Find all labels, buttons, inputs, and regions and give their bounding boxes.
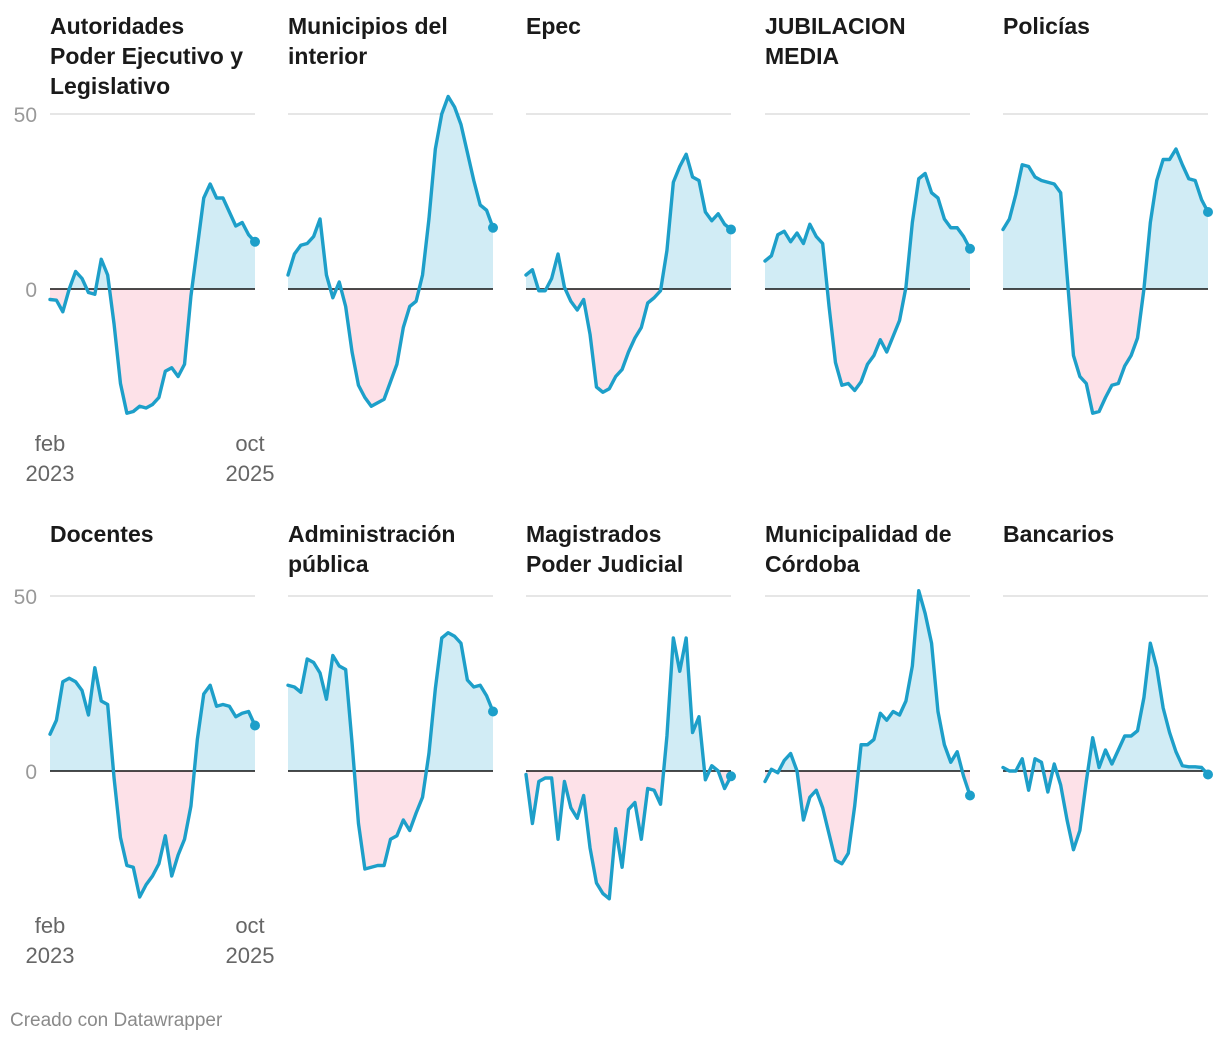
series-line (1001, 641, 1210, 852)
series-line (286, 631, 495, 871)
end-point (250, 720, 260, 731)
negative-area (1003, 289, 1208, 414)
x-tick-year: 2023 (26, 461, 75, 486)
negative-area (288, 289, 493, 407)
end-point (1203, 769, 1213, 780)
x-tick-month: oct (235, 431, 264, 456)
footer-credit: Creado con Datawrapper (10, 1010, 223, 1031)
end-point (488, 222, 498, 233)
y-tick-label: 50 (14, 104, 37, 127)
positive-area (288, 96, 493, 289)
negative-area (526, 771, 731, 899)
x-tick-year: 2025 (226, 943, 275, 968)
panel-title-line: Docentes (50, 521, 154, 547)
negative-area (526, 289, 731, 393)
negative-area (765, 289, 970, 391)
end-point (1203, 207, 1213, 217)
panel-title-line: Policías (1003, 13, 1090, 39)
end-point (965, 790, 975, 801)
series-line (524, 152, 733, 394)
panel-title-line: JUBILACION (765, 13, 906, 39)
panel-title-line: Legislativo (50, 73, 170, 99)
chart-panel-3: Epec (524, 13, 736, 394)
series-line (763, 589, 972, 866)
chart-panel-4: JUBILACION MEDIA (763, 13, 975, 393)
series-line (48, 182, 257, 415)
panel-title-line: Poder Ejecutivo y (50, 43, 243, 69)
negative-area (288, 771, 493, 869)
panel-title-line: Epec (526, 13, 581, 39)
negative-area (50, 771, 255, 897)
x-tick-month: feb (35, 913, 66, 938)
end-point (726, 224, 736, 235)
positive-area (50, 667, 255, 771)
chart-panel-5: Policías (1001, 13, 1213, 415)
negative-area (50, 289, 255, 414)
chart-panel-10: Bancarios (1001, 521, 1213, 852)
series-line (1001, 147, 1210, 415)
series-line (763, 171, 972, 393)
positive-area (526, 638, 731, 771)
end-point (488, 706, 498, 717)
end-point (250, 236, 260, 247)
end-point (965, 243, 975, 254)
panel-title-line: pública (288, 551, 369, 577)
end-point (726, 771, 736, 782)
series-line (524, 636, 733, 901)
panel-title-line: Magistrados (526, 521, 661, 547)
panel-title-line: Bancarios (1003, 521, 1114, 547)
chart-panel-2: Municipios del interior (286, 13, 498, 408)
positive-area (765, 173, 970, 289)
x-tick-year: 2023 (26, 943, 75, 968)
panel-title-line: Córdoba (765, 551, 860, 577)
panel-title-line: Administración (288, 521, 455, 547)
x-tick-month: feb (35, 431, 66, 456)
panel-title-line: interior (288, 43, 367, 69)
negative-area (1003, 771, 1208, 850)
panel-title-line: Autoridades (50, 13, 184, 39)
x-tick-year: 2025 (226, 461, 275, 486)
chart-panel-9: Municipalidad de Córdoba (763, 521, 975, 866)
positive-area (765, 590, 970, 771)
chart-panel-8: Magistrados Poder Judicial (524, 521, 736, 901)
chart-panel-6: Docentes 50 0 feb 2023 oct 2025 (14, 521, 275, 968)
positive-area (526, 154, 731, 289)
panel-title-line: MEDIA (765, 43, 839, 69)
chart-panel-7: Administración pública (286, 521, 498, 871)
y-tick-label: 50 (14, 586, 37, 609)
positive-area (1003, 643, 1208, 771)
panel-title-line: Municipalidad de (765, 521, 952, 547)
chart-panel-1: Autoridades Poder Ejecutivo y Legislativo 5… (14, 13, 275, 486)
panel-title-line: Poder Judicial (526, 551, 683, 577)
x-tick-month: oct (235, 913, 264, 938)
y-tick-label: 0 (25, 279, 37, 302)
series-line (286, 94, 495, 408)
series-line (48, 666, 257, 899)
panel-title-line: Municipios del (288, 13, 448, 39)
y-tick-label: 0 (25, 761, 37, 784)
